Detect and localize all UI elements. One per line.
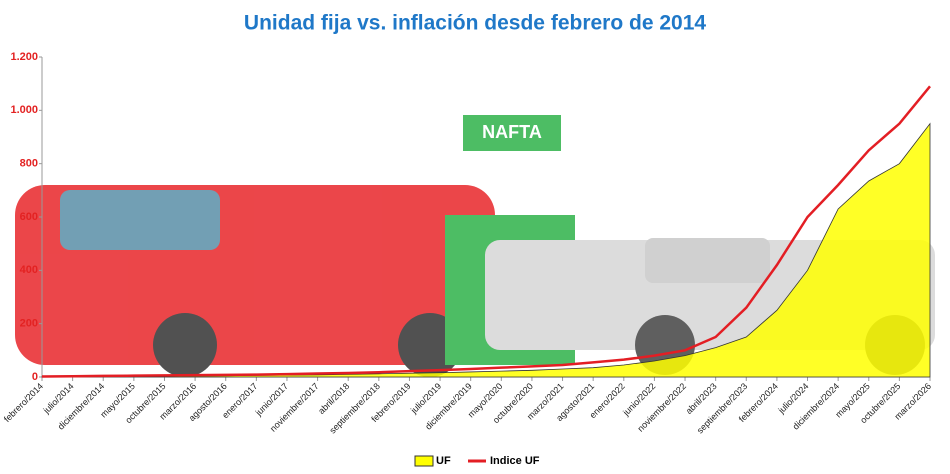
y-tick-label: 200 — [20, 318, 38, 330]
background-illustration: NAFTA — [15, 115, 935, 377]
indice-uf-line — [41, 85, 931, 378]
y-tick-label: 1.200 — [10, 51, 38, 63]
y-tick-label: 800 — [20, 158, 38, 170]
legend-swatch — [414, 455, 434, 467]
chart-title: Unidad fija vs. inflación desde febrero … — [244, 12, 706, 35]
legend-label: Indice UF — [490, 455, 540, 467]
y-tick-label: 600 — [20, 211, 38, 223]
y-tick-label: 0 — [32, 371, 38, 383]
y-tick-label: 1.000 — [10, 104, 38, 116]
svg-text:NAFTA: NAFTA — [482, 122, 542, 142]
x-tick-label: febrero/2014 — [2, 381, 45, 424]
legend-label: UF — [436, 455, 451, 467]
y-tick-label: 400 — [20, 264, 38, 276]
